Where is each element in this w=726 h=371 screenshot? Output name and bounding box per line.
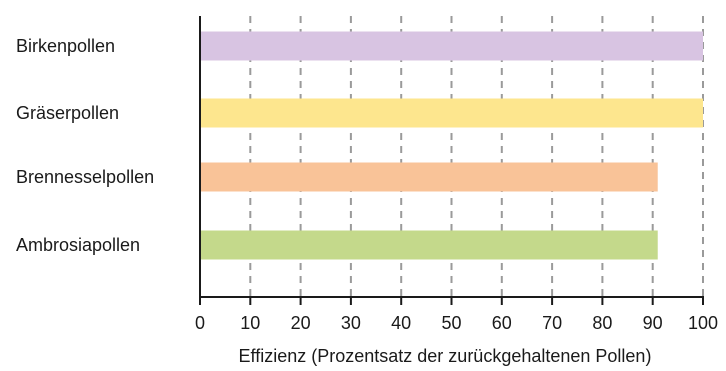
category-label: Brennesselpollen xyxy=(16,167,154,187)
x-tick-label: 20 xyxy=(291,313,311,333)
x-tick-label: 70 xyxy=(542,313,562,333)
x-tick-label: 80 xyxy=(592,313,612,333)
x-tick-label: 0 xyxy=(195,313,205,333)
x-tick-label: 10 xyxy=(240,313,260,333)
x-tick-label: 60 xyxy=(492,313,512,333)
x-tick-label: 40 xyxy=(391,313,411,333)
x-tick-label: 100 xyxy=(688,313,718,333)
category-label: Gräserpollen xyxy=(16,103,119,123)
labels: 0 10 20 30 40 50 60 70 80 90 100 Birkenpollen Gräser… xyxy=(16,36,718,333)
x-tick-label: 90 xyxy=(643,313,663,333)
axes xyxy=(199,16,704,305)
x-tick-label: 50 xyxy=(441,313,461,333)
category-label: Birkenpollen xyxy=(16,36,115,56)
x-tick-label: 30 xyxy=(341,313,361,333)
bar xyxy=(200,162,658,192)
bar xyxy=(200,31,703,61)
bars xyxy=(200,31,703,260)
x-axis-title: Effizienz (Prozentsatz der zurückgehalte… xyxy=(239,346,652,366)
bar xyxy=(200,98,703,128)
bar xyxy=(200,230,658,260)
category-label: Ambrosiapollen xyxy=(16,235,140,255)
